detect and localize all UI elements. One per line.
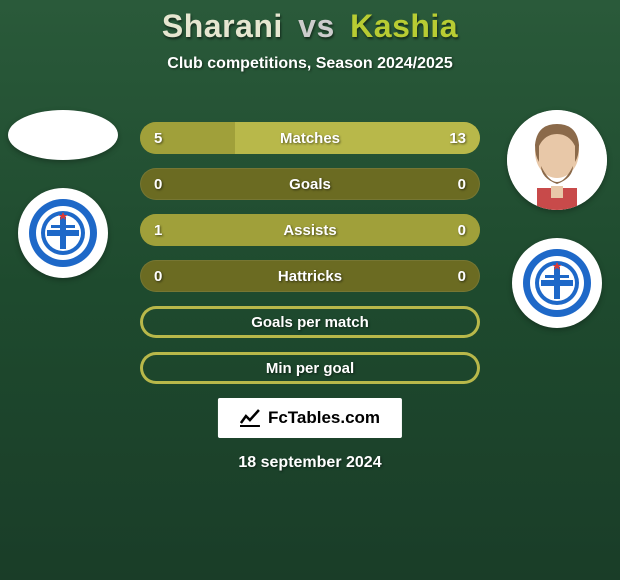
- stat-row: 10Assists: [140, 214, 480, 246]
- stat-label: Goals: [140, 176, 480, 193]
- stat-row: 513Matches: [140, 122, 480, 154]
- title-vs: vs: [298, 8, 335, 44]
- avatar-icon: [507, 110, 607, 210]
- title-player1: Sharani: [162, 8, 283, 44]
- chart-icon: [240, 408, 260, 428]
- brand-text: FcTables.com: [268, 408, 380, 428]
- player1-column: [8, 110, 118, 278]
- crest-icon: [521, 247, 593, 319]
- brand-badge: FcTables.com: [218, 398, 402, 438]
- stat-label: Min per goal: [140, 360, 480, 377]
- player1-avatar: [8, 110, 118, 160]
- subtitle: Club competitions, Season 2024/2025: [0, 55, 620, 73]
- stat-label: Matches: [140, 130, 480, 147]
- stat-row: Min per goal: [140, 352, 480, 384]
- stat-row: 00Hattricks: [140, 260, 480, 292]
- comparison-bars: 513Matches 00Goals 10Assists 00Hattricks Goa…: [140, 122, 480, 384]
- stat-row: Goals per match: [140, 306, 480, 338]
- stat-label: Goals per match: [140, 314, 480, 331]
- stat-label: Hattricks: [140, 268, 480, 285]
- player2-column: [502, 110, 612, 328]
- title-player2: Kashia: [350, 8, 458, 44]
- stat-row: 00Goals: [140, 168, 480, 200]
- page-title: Sharani vs Kashia: [0, 8, 620, 45]
- snapshot-date: 18 september 2024: [0, 454, 620, 472]
- stat-label: Assists: [140, 222, 480, 239]
- crest-icon: [27, 197, 99, 269]
- player1-club-crest: [18, 188, 108, 278]
- player2-club-crest: [512, 238, 602, 328]
- player2-avatar: [507, 110, 607, 210]
